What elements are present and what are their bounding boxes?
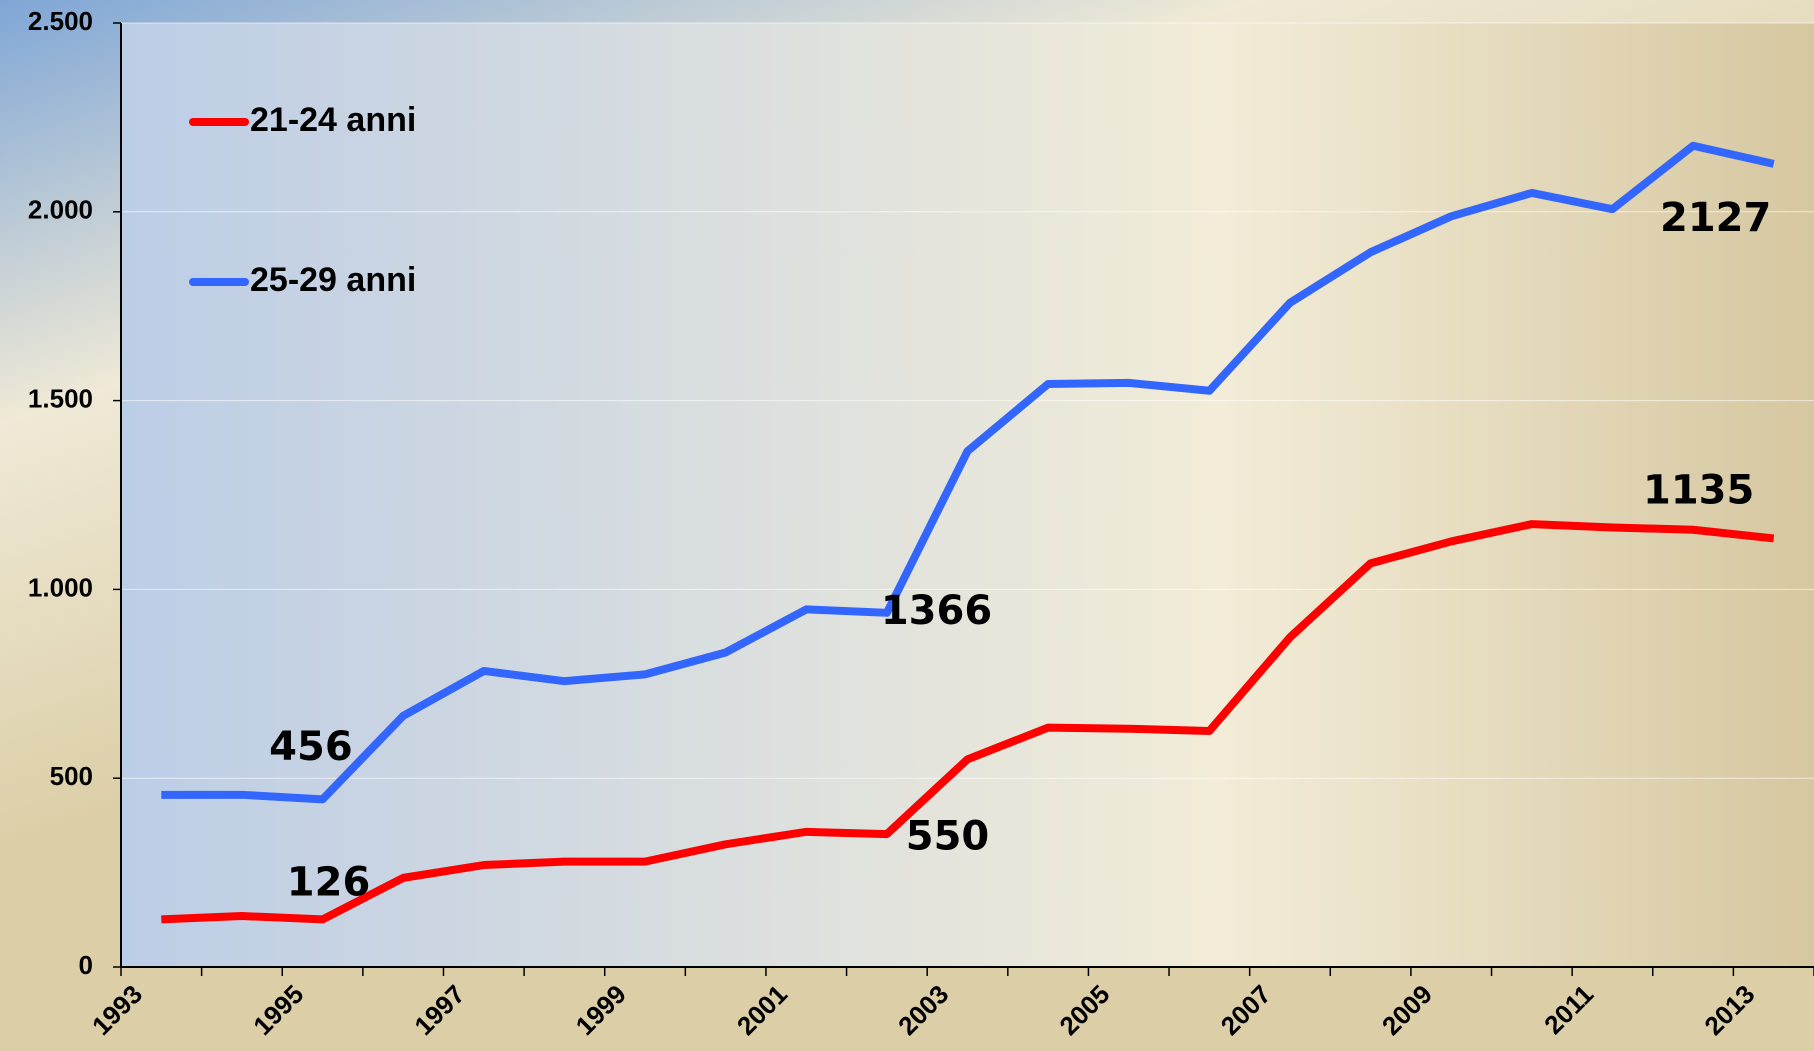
data-label: 126 [287, 859, 371, 905]
data-label: 550 [906, 813, 990, 859]
y-tick-label: 2.500 [28, 6, 93, 36]
y-tick-label: 0 [79, 950, 93, 980]
legend-label: 21-24 anni [250, 101, 416, 139]
data-label: 456 [269, 724, 353, 770]
plot-area [121, 23, 1814, 967]
line-series [161, 520, 1775, 924]
data-label: 1366 [881, 588, 992, 634]
line-series [161, 141, 1775, 804]
data-label: 2127 [1660, 195, 1771, 241]
legend-label: 25-29 anni [250, 261, 416, 299]
y-tick-label: 1.000 [28, 572, 93, 602]
data-label: 1135 [1643, 467, 1754, 513]
y-tick-label: 1.500 [28, 383, 93, 413]
y-tick-label: 2.000 [28, 195, 93, 225]
y-tick-label: 500 [50, 761, 93, 791]
